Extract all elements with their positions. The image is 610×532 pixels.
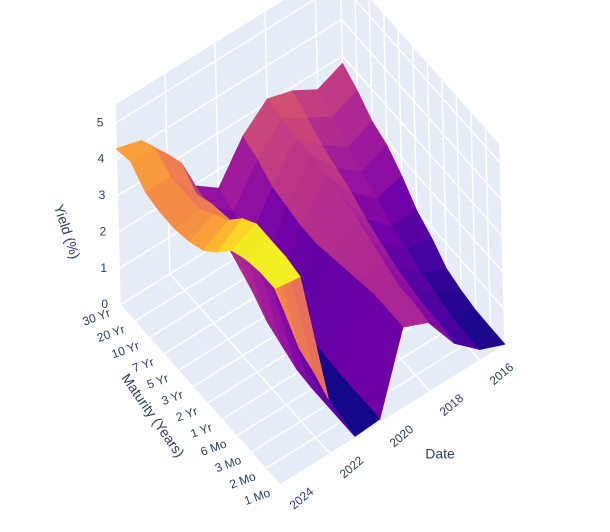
grid-line xyxy=(119,304,281,486)
y-tick-label: 2 Mo xyxy=(228,469,258,491)
z-tick-label: 0 xyxy=(101,297,108,311)
grid-line xyxy=(484,128,492,329)
grid-line xyxy=(340,19,502,201)
grid-line xyxy=(354,0,502,164)
grid-line xyxy=(455,95,463,296)
z-tick-label: 5 xyxy=(97,115,104,129)
grid-line xyxy=(115,0,315,124)
y-tick-label: 30 Yr xyxy=(81,306,113,329)
grid-line xyxy=(169,273,331,455)
x-tick-label: 2018 xyxy=(437,391,467,419)
surface xyxy=(115,62,506,437)
grid-line xyxy=(279,344,506,486)
x-axis-title: Date xyxy=(425,446,455,462)
z-tick-label: 1 xyxy=(100,261,107,275)
grid-line xyxy=(341,55,503,237)
y-tick-label: 2 Yr xyxy=(174,404,199,425)
grid-line xyxy=(114,104,121,306)
y-tick-label: 6 Mo xyxy=(199,436,229,458)
grid-line xyxy=(115,18,342,161)
y-tick-label: 7 Yr xyxy=(130,355,155,376)
y-tick-label: 20 Yr xyxy=(95,322,127,345)
x-tick-label: 2024 xyxy=(287,484,317,512)
grid-line xyxy=(426,63,434,264)
back-wall xyxy=(115,0,345,305)
grid-line xyxy=(470,112,477,313)
y-tick-label: 3 Yr xyxy=(160,387,185,408)
x-tick-label: 2020 xyxy=(387,422,417,450)
z-tick-label: 3 xyxy=(99,188,106,202)
y-tick-label: 3 Mo xyxy=(213,453,243,475)
y-tick-label: 1 Yr xyxy=(189,420,214,441)
surface-cell xyxy=(260,256,301,289)
side-wall xyxy=(340,0,505,345)
y-tick-label: 1 Mo xyxy=(242,486,272,508)
x-tick-label: 2022 xyxy=(337,453,367,481)
grid-line xyxy=(441,79,448,280)
y-tick-label: 5 Yr xyxy=(145,371,170,392)
z-tick-label: 4 xyxy=(98,152,105,166)
z-tick-label: 2 xyxy=(99,224,106,238)
y-tick-label: 10 Yr xyxy=(110,338,142,361)
grid-line xyxy=(499,144,506,346)
x-tick-label: 2016 xyxy=(487,360,517,388)
z-axis-title: Yield (%) xyxy=(51,202,84,260)
